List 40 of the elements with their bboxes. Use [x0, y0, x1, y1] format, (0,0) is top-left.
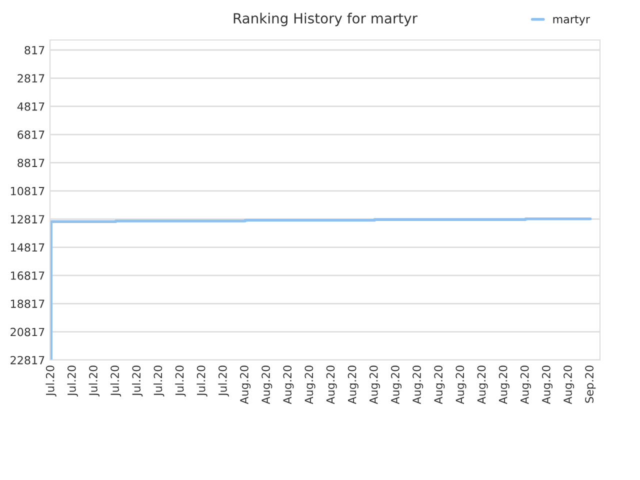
chart-title: Ranking History for martyr — [234, 12, 418, 26]
x-tick-label: Aug.20 — [412, 366, 424, 404]
x-tick-label: Aug.20 — [434, 366, 445, 404]
x-tick-label: Aug.20 — [477, 366, 488, 404]
y-tick-label: 18817 — [11, 300, 44, 308]
x-tick-label: Aug.20 — [369, 366, 380, 404]
y-tick-label: 6817 — [18, 130, 44, 139]
x-tick-label: Aug.20 — [304, 366, 316, 404]
y-tick-label: 10817 — [11, 186, 44, 196]
y-tick-label: 2817 — [18, 74, 44, 83]
x-tick-label: Jul.20 — [67, 366, 78, 397]
x-tick-label: Aug.20 — [564, 366, 574, 404]
y-tick-label: 12817 — [11, 215, 44, 224]
y-tick-label: 16817 — [11, 271, 44, 280]
x-tick-label: Jul.20 — [175, 366, 186, 397]
x-tick-label: Aug.20 — [456, 366, 466, 404]
legend-label: martyr — [553, 15, 590, 26]
x-tick-label: Sep.20 — [585, 366, 596, 403]
y-tick-label: 22817 — [10, 356, 44, 364]
x-tick-label: Jul.20 — [218, 366, 229, 397]
x-tick-label: Jul.20 — [154, 366, 164, 397]
x-tick-label: Jul.20 — [46, 366, 56, 397]
y-tick-label: 20817 — [10, 328, 44, 336]
x-tick-label: Aug.20 — [542, 366, 553, 404]
y-tick-label: 817 — [24, 46, 44, 54]
y-tick-label: 4817 — [17, 102, 44, 111]
x-tick-label: Aug.20 — [262, 366, 272, 404]
x-tick-label: Aug.20 — [326, 366, 337, 404]
y-tick-label: 8817 — [18, 158, 44, 168]
x-tick-label: Aug.20 — [283, 366, 294, 404]
x-tick-label: Aug.20 — [498, 366, 510, 404]
x-tick-label: Aug.20 — [348, 366, 358, 404]
x-tick-label: Aug.20 — [520, 366, 531, 404]
x-tick-label: Aug.20 — [240, 366, 251, 404]
x-tick-label: Jul.20 — [110, 366, 122, 397]
x-tick-label: Aug.20 — [390, 366, 402, 404]
x-tick-label: Jul.20 — [88, 366, 100, 397]
y-tick-label: 14817 — [11, 243, 44, 252]
x-tick-label: Jul.20 — [196, 366, 208, 397]
x-tick-label: Jul.20 — [132, 366, 143, 397]
